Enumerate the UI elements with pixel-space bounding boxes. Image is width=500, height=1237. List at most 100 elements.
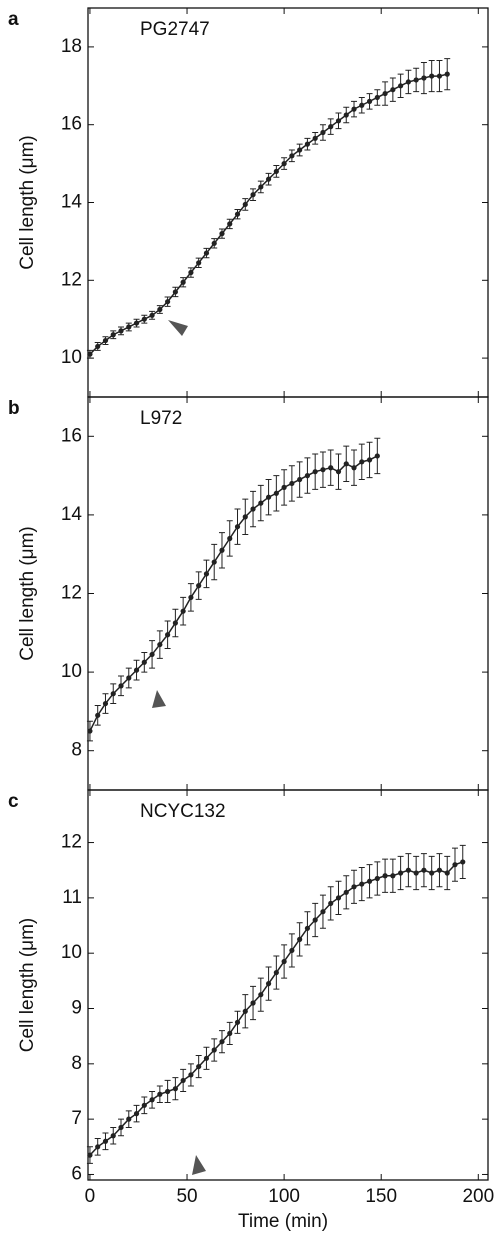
data-point [203, 1055, 210, 1061]
data-point [165, 299, 171, 305]
data-point [242, 201, 248, 208]
data-point [320, 909, 326, 915]
data-point [165, 1088, 171, 1095]
data-point [297, 936, 303, 942]
arrowhead [168, 320, 188, 336]
data-point [118, 683, 124, 689]
y-tick-label: 7 [71, 1108, 82, 1129]
data-point [289, 480, 295, 487]
data-point [258, 184, 264, 190]
data-point [95, 712, 101, 718]
data-point [413, 870, 419, 876]
y-tick-label: 14 [61, 504, 83, 525]
y-tick-label: 10 [61, 347, 82, 368]
arrowhead [152, 690, 166, 708]
data-point [351, 884, 357, 890]
data-point [374, 94, 380, 101]
data-point [211, 1047, 217, 1053]
data-point [297, 147, 303, 153]
data-point [429, 73, 435, 79]
data-point [359, 459, 365, 465]
data-point [413, 77, 419, 83]
data-point [429, 870, 435, 876]
data-point [165, 632, 171, 638]
data-point [390, 873, 396, 879]
x-tick-label: 200 [462, 1186, 494, 1207]
data-point [102, 700, 109, 707]
y-tick-label: 16 [61, 425, 82, 446]
y-tick-label: 12 [61, 832, 82, 853]
data-point [382, 873, 388, 879]
data-point [188, 594, 194, 601]
data-point [265, 176, 272, 182]
data-point [343, 112, 349, 118]
data-point [452, 862, 458, 868]
data-point [281, 958, 287, 965]
data-point [421, 867, 427, 873]
data-point [157, 306, 163, 313]
y-tick-label: 12 [61, 269, 82, 290]
x-axis-label: Time (min) [238, 1211, 328, 1232]
data-point [149, 312, 155, 318]
y-tick-label: 16 [61, 114, 82, 135]
data-point [203, 571, 210, 577]
data-point [196, 260, 202, 266]
data-point [444, 870, 450, 876]
data-point [304, 141, 311, 147]
data-point [374, 875, 380, 882]
data-point [234, 1019, 241, 1025]
data-point [110, 332, 116, 338]
data-point [335, 469, 342, 475]
data-point [320, 467, 326, 473]
data-point [141, 316, 147, 322]
data-point [188, 1072, 194, 1078]
data-point [180, 279, 186, 285]
data-point [126, 675, 132, 681]
data-point [110, 691, 116, 697]
data-point [398, 83, 404, 89]
data-point [250, 1000, 256, 1006]
data-point [172, 289, 178, 295]
x-tick-label: 0 [85, 1186, 96, 1207]
data-point [141, 659, 147, 665]
data-point [304, 473, 311, 479]
data-point [149, 1097, 155, 1103]
data-point [172, 1086, 178, 1092]
data-point [343, 889, 349, 895]
data-point [227, 535, 233, 542]
y-tick-label: 12 [61, 583, 82, 604]
data-point [180, 608, 186, 614]
data-point [343, 461, 349, 467]
data-point [304, 925, 311, 931]
y-tick-label: 9 [71, 998, 82, 1019]
data-point [297, 476, 303, 483]
data-point [172, 620, 178, 626]
data-point [258, 992, 264, 998]
data-point [157, 1091, 163, 1097]
data-point [273, 969, 279, 976]
data-point [405, 867, 411, 873]
data-point [444, 71, 450, 77]
y-tick-label: 10 [61, 661, 82, 682]
data-point [157, 641, 163, 648]
data-point [133, 1111, 140, 1117]
panel-title: L972 [140, 408, 182, 429]
data-point [242, 514, 248, 520]
data-point [211, 559, 217, 565]
data-point [398, 870, 404, 876]
data-point [273, 168, 279, 174]
data-point [250, 506, 256, 512]
data-point [421, 75, 427, 81]
data-point [382, 90, 388, 97]
data-point [328, 124, 334, 130]
data-point [436, 73, 443, 79]
x-tick-label: 150 [365, 1186, 397, 1207]
series-line [89, 455, 378, 732]
data-point [359, 881, 365, 887]
data-point [366, 457, 373, 463]
data-point [265, 981, 272, 987]
data-point [126, 1116, 132, 1122]
data-point [289, 947, 295, 954]
data-point [118, 328, 124, 334]
